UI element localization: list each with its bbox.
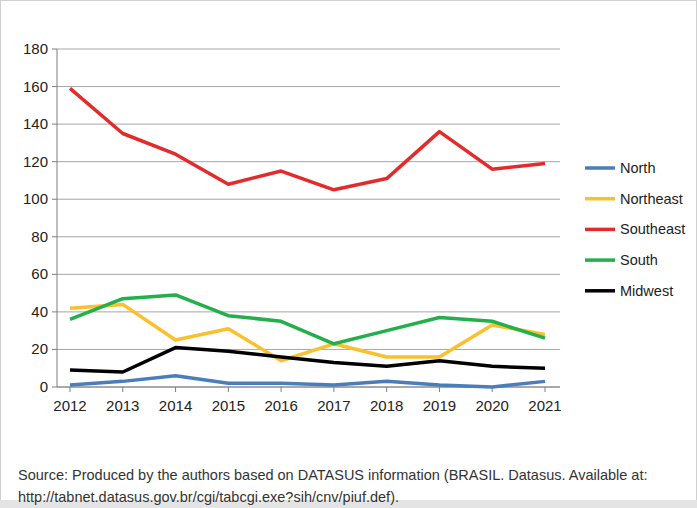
y-tick (52, 387, 57, 388)
grid-line (57, 349, 560, 350)
x-tick-label: 2021 (528, 397, 561, 414)
grid-line (57, 236, 560, 237)
legend-label: Midwest (620, 283, 673, 299)
y-tick (52, 86, 57, 87)
series-line (70, 88, 545, 189)
y-tick-label: 20 (31, 340, 48, 357)
y-tick-label: 160 (23, 78, 48, 95)
grid-line (57, 199, 560, 200)
grid-line (57, 124, 560, 125)
x-tick (439, 387, 440, 392)
chart-root: 0 20 40 60 80 100 120 140 160 180 2012 2013 2014 2015… (0, 0, 697, 508)
chart-svg: 0 20 40 60 80 100 120 140 160 180 2012 2013 2014 2015… (0, 0, 697, 460)
x-tick (333, 387, 334, 392)
x-tick (228, 387, 229, 392)
x-tick-label: 2020 (476, 397, 509, 414)
y-tick-label: 40 (31, 303, 48, 320)
y-tick (52, 199, 57, 200)
legend-swatch (585, 166, 615, 170)
x-tick (386, 387, 387, 392)
x-tick-label: 2018 (370, 397, 403, 414)
y-tick-label: 180 (23, 40, 48, 57)
legend-label: Northeast (620, 191, 683, 207)
series-group (70, 88, 545, 387)
grid-line (57, 274, 560, 275)
x-tick (545, 387, 546, 392)
frame (0, 0, 697, 502)
x-tick (175, 387, 176, 392)
grid-line (57, 86, 560, 87)
legend-swatch (585, 197, 615, 201)
y-tick (52, 274, 57, 275)
y-tick (52, 49, 57, 50)
x-tick (281, 387, 282, 392)
y-tick-label: 0 (40, 378, 48, 395)
y-tick (52, 124, 57, 125)
series-line (70, 295, 545, 344)
x-tick-label: 2016 (264, 397, 297, 414)
legend-swatch (585, 258, 615, 262)
y-tick (52, 349, 57, 350)
source-note: Source: Produced by the authors based on… (18, 464, 683, 508)
y-tick-label: 80 (31, 228, 48, 245)
x-tick-label: 2019 (423, 397, 456, 414)
legend-swatch (585, 289, 615, 293)
x-tick (70, 387, 71, 392)
y-tick (52, 311, 57, 312)
x-tick-label: 2013 (106, 397, 139, 414)
legend-label: North (620, 160, 655, 176)
y-tick-label: 60 (31, 265, 48, 282)
y-tick (52, 236, 57, 237)
x-tick-label: 2012 (53, 397, 86, 414)
legend-swatch (585, 228, 615, 232)
series-line (70, 376, 545, 387)
y-tick (52, 161, 57, 162)
legend-label: South (620, 252, 658, 268)
legend-label: Southeast (620, 221, 685, 237)
annotation: Source: Produced by the authors based on… (18, 467, 647, 505)
series-line (70, 348, 545, 372)
y-axis (57, 49, 58, 387)
x-tick-label: 2014 (159, 397, 192, 414)
x-tick-label: 2017 (317, 397, 350, 414)
x-tick-label: 2015 (212, 397, 245, 414)
y-tick-label: 120 (23, 153, 48, 170)
y-tick-label: 140 (23, 115, 48, 132)
x-tick (122, 387, 123, 392)
y-tick-label: 100 (23, 190, 48, 207)
grid-line (57, 49, 560, 50)
